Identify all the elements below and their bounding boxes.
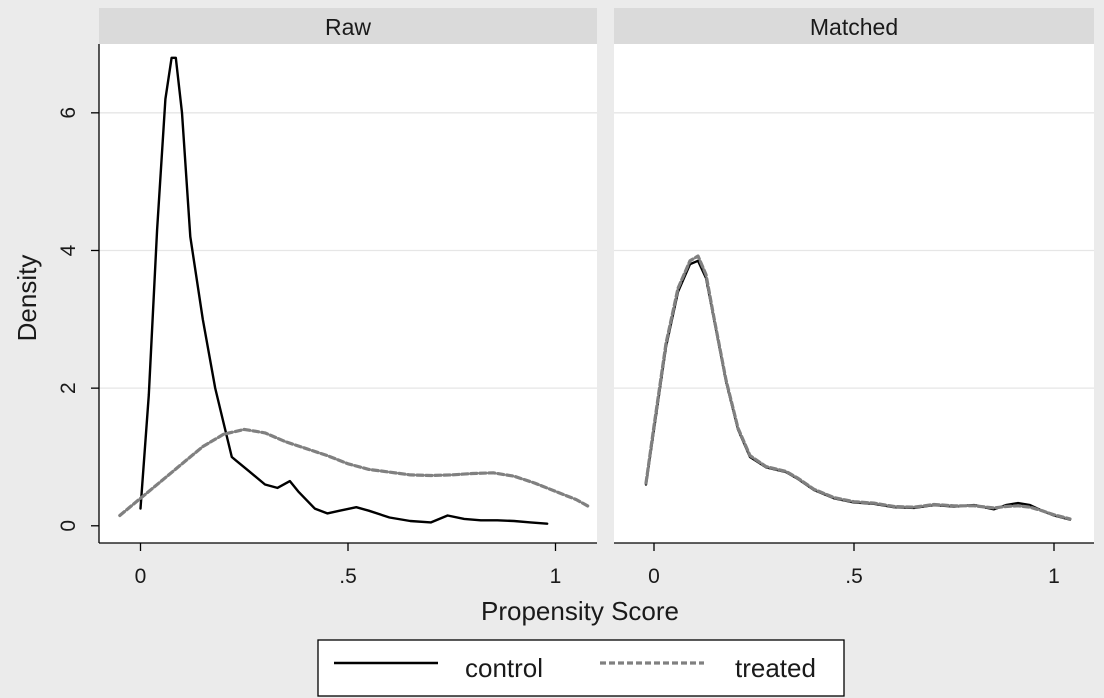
legend-label-control: control <box>465 653 543 683</box>
y-tick-label: 2 <box>57 382 80 394</box>
panels: Raw 0 .5 1 0 2 4 6 Matched 0 .5 1 <box>57 8 1094 588</box>
panel-strip <box>614 8 1094 44</box>
panel-raw: Raw 0 .5 1 0 2 4 6 <box>57 8 597 588</box>
legend: control treated <box>317 639 845 697</box>
x-tick-label: 1 <box>550 565 562 588</box>
y-axis-title: Density <box>12 255 42 342</box>
x-tick-label: .5 <box>339 565 357 588</box>
series-line-treated <box>644 254 1072 521</box>
panel-matched: Matched 0 .5 1 <box>614 8 1094 588</box>
y-tick-label: 0 <box>57 520 80 532</box>
panel-title: Raw <box>325 14 371 40</box>
x-tick-label: 1 <box>1048 565 1060 588</box>
y-tick-label: 4 <box>57 244 80 256</box>
legend-label-treated: treated <box>735 653 816 683</box>
x-axis-title: Propensity Score <box>481 596 679 626</box>
panel-strip <box>99 8 597 44</box>
y-tick-label: 6 <box>57 107 80 119</box>
panel-title: Matched <box>810 14 898 40</box>
plot-area <box>614 44 1094 543</box>
x-tick-label: 0 <box>135 565 147 588</box>
x-tick-label: .5 <box>845 565 863 588</box>
plot-area <box>99 44 597 543</box>
x-tick-label: 0 <box>648 565 660 588</box>
legend-box <box>317 639 845 697</box>
series-line-control <box>139 56 549 525</box>
series-line-treated <box>118 427 591 518</box>
